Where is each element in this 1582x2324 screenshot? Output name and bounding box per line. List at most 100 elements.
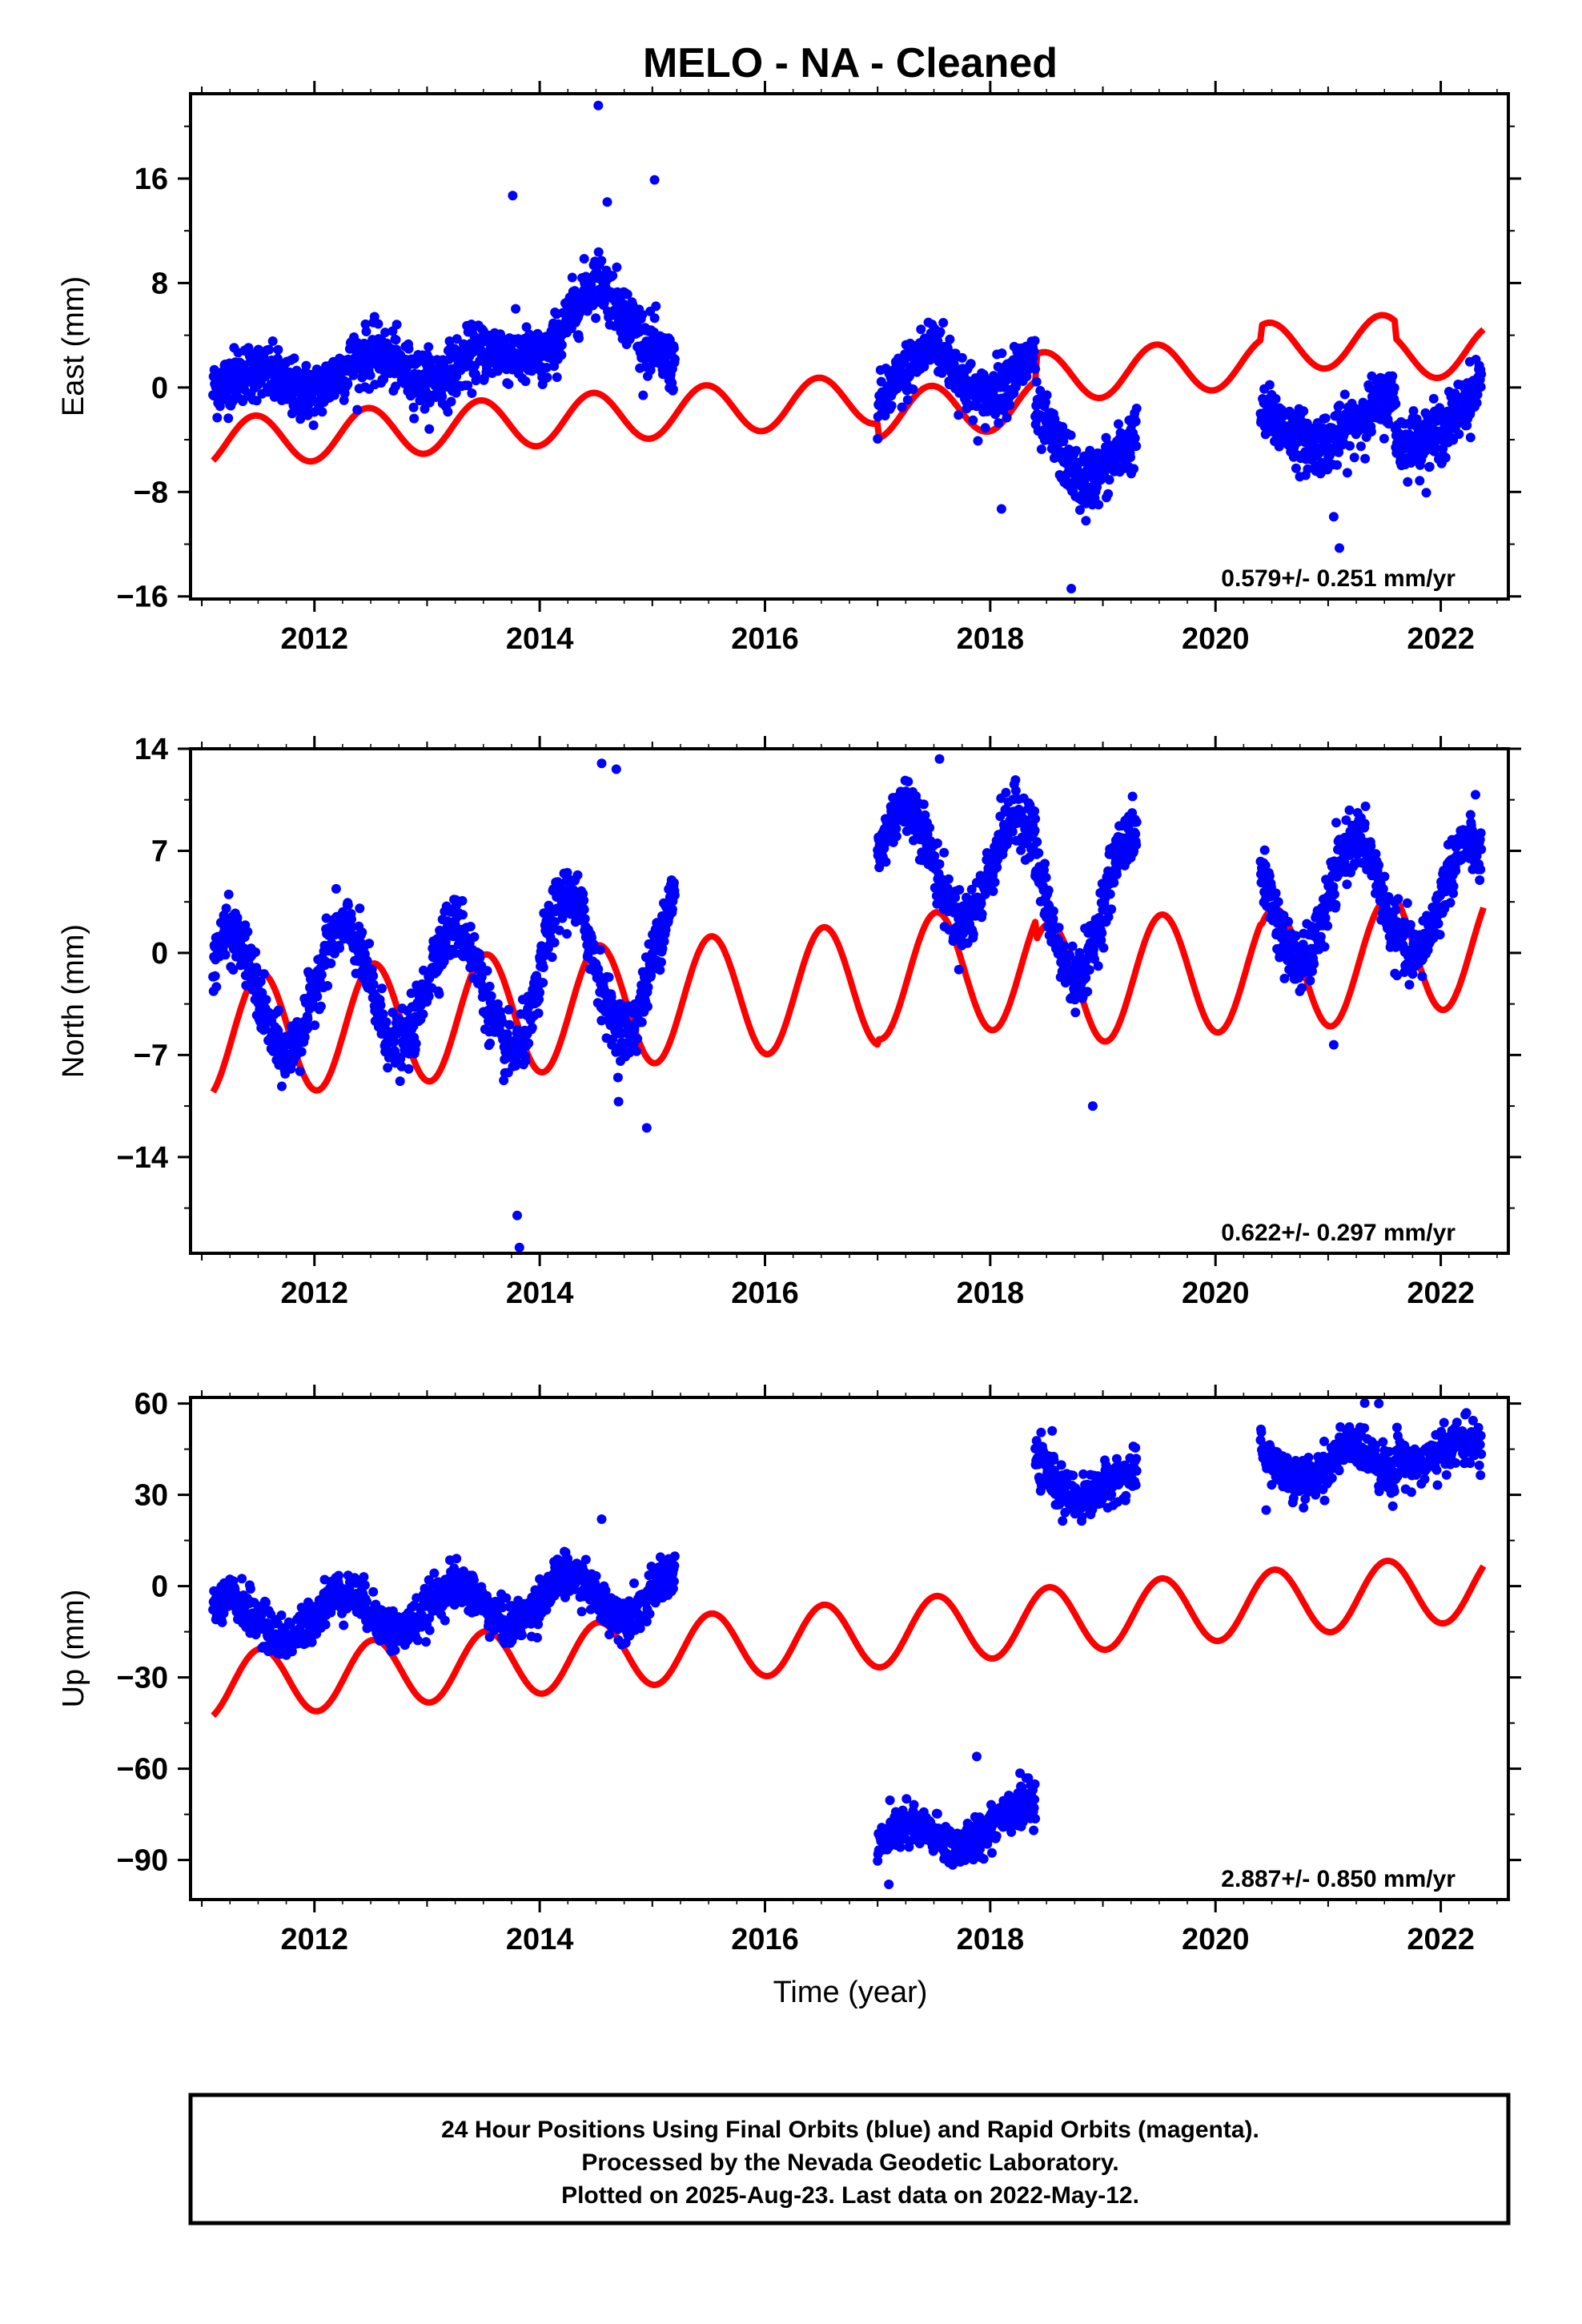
- north-x-tick-label: 2022: [1407, 1277, 1475, 1310]
- east-data-point: [446, 396, 456, 407]
- north-data-point: [918, 799, 929, 810]
- north-data-point: [1315, 931, 1326, 942]
- north-outlier-point: [934, 754, 945, 764]
- east-data-point: [1005, 400, 1015, 410]
- north-data-point: [535, 987, 545, 998]
- north-data-point: [533, 1008, 544, 1019]
- east-data-point: [668, 384, 678, 395]
- north-data-point: [1344, 805, 1355, 815]
- north-data-point: [1127, 791, 1138, 802]
- east-data-point: [1476, 369, 1487, 380]
- east-x-tick-label: 2012: [280, 622, 348, 656]
- north-data-point: [1433, 919, 1443, 929]
- east-data-point: [223, 413, 234, 424]
- north-data-point: [1366, 841, 1376, 851]
- east-data-point: [471, 376, 481, 386]
- east-outlier-point: [508, 191, 518, 201]
- east-outlier-point: [1066, 584, 1077, 593]
- east-data-point: [1415, 476, 1425, 486]
- north-data-point: [364, 939, 375, 949]
- north-data-point: [1405, 919, 1415, 930]
- north-data-point: [504, 1004, 514, 1015]
- east-data-point: [1030, 336, 1040, 346]
- east-data-point: [1360, 453, 1371, 464]
- north-data-point: [221, 903, 231, 914]
- north-data-point: [1393, 894, 1403, 904]
- north-data-point: [482, 966, 492, 976]
- north-data-point: [954, 885, 965, 895]
- north-data-point: [1048, 906, 1058, 916]
- north-data-point: [604, 972, 614, 983]
- east-data-point: [360, 319, 371, 329]
- east-data-point: [404, 344, 414, 354]
- east-data-point: [1379, 433, 1389, 444]
- north-data-point: [357, 927, 367, 938]
- north-data-point: [632, 1034, 643, 1043]
- north-data-point: [1329, 889, 1339, 899]
- east-data-point: [1366, 427, 1376, 436]
- east-data-point: [1476, 382, 1486, 392]
- north-x-tick-label: 2016: [731, 1277, 799, 1310]
- east-data-point: [352, 404, 363, 415]
- north-data-points: [208, 754, 1487, 1252]
- north-data-point: [943, 874, 954, 884]
- north-data-point: [527, 1023, 537, 1033]
- north-data-point: [381, 1017, 391, 1027]
- north-data-point: [1476, 844, 1487, 854]
- north-data-point: [968, 929, 978, 939]
- east-data-point: [938, 318, 949, 328]
- north-data-point: [1131, 840, 1142, 850]
- east-data-point: [957, 352, 967, 363]
- east-data-point: [1264, 380, 1275, 390]
- east-data-point: [1066, 430, 1076, 440]
- north-data-point: [1032, 837, 1042, 847]
- north-data-point: [424, 991, 434, 1002]
- north-data-point: [1093, 961, 1103, 971]
- north-data-point: [273, 1005, 283, 1015]
- north-data-point: [434, 989, 444, 999]
- east-data-point: [391, 320, 402, 330]
- north-data-point: [1271, 888, 1281, 899]
- north-data-point: [1283, 916, 1294, 927]
- north-outlier-point: [596, 758, 607, 769]
- north-data-point: [1360, 801, 1371, 811]
- north-data-point: [925, 822, 935, 833]
- east-data-point: [273, 344, 283, 355]
- north-data-point: [1097, 928, 1107, 939]
- north-data-point: [656, 957, 666, 967]
- north-data-point: [891, 831, 901, 842]
- north-data-point: [404, 1063, 414, 1074]
- east-data-point: [409, 413, 420, 424]
- up-data-point: [237, 1574, 247, 1584]
- east-data-point: [873, 434, 883, 444]
- north-data-point: [1001, 787, 1011, 798]
- east-data-point: [267, 336, 278, 346]
- north-data-point: [368, 979, 379, 990]
- east-data-point: [424, 424, 435, 434]
- north-data-point: [1041, 872, 1051, 883]
- east-data-point: [1342, 468, 1352, 478]
- north-y-axis-label: North (mm): [57, 924, 90, 1078]
- east-data-point: [1387, 371, 1398, 381]
- east-data-point: [608, 271, 618, 281]
- east-y-tick-label: 0: [151, 372, 168, 405]
- east-outlier-point: [1328, 512, 1339, 522]
- north-data-point: [259, 969, 269, 979]
- north-data-point: [1297, 983, 1307, 993]
- north-data-point: [457, 895, 468, 906]
- north-data-point: [538, 963, 548, 972]
- north-data-point: [1309, 959, 1319, 969]
- north-data-point: [1059, 941, 1070, 951]
- north-data-point: [1331, 899, 1341, 910]
- east-data-point: [997, 348, 1007, 359]
- north-data-point: [458, 910, 468, 920]
- east-data-point: [317, 407, 327, 417]
- north-data-point: [251, 947, 261, 957]
- north-data-point: [1404, 979, 1415, 990]
- north-data-point: [1082, 987, 1093, 997]
- north-data-point: [669, 890, 680, 900]
- east-data-point: [1271, 394, 1281, 404]
- north-y-tick-label: −7: [134, 1039, 168, 1072]
- north-y-tick-label: 14: [135, 733, 168, 766]
- east-data-point: [1114, 419, 1123, 429]
